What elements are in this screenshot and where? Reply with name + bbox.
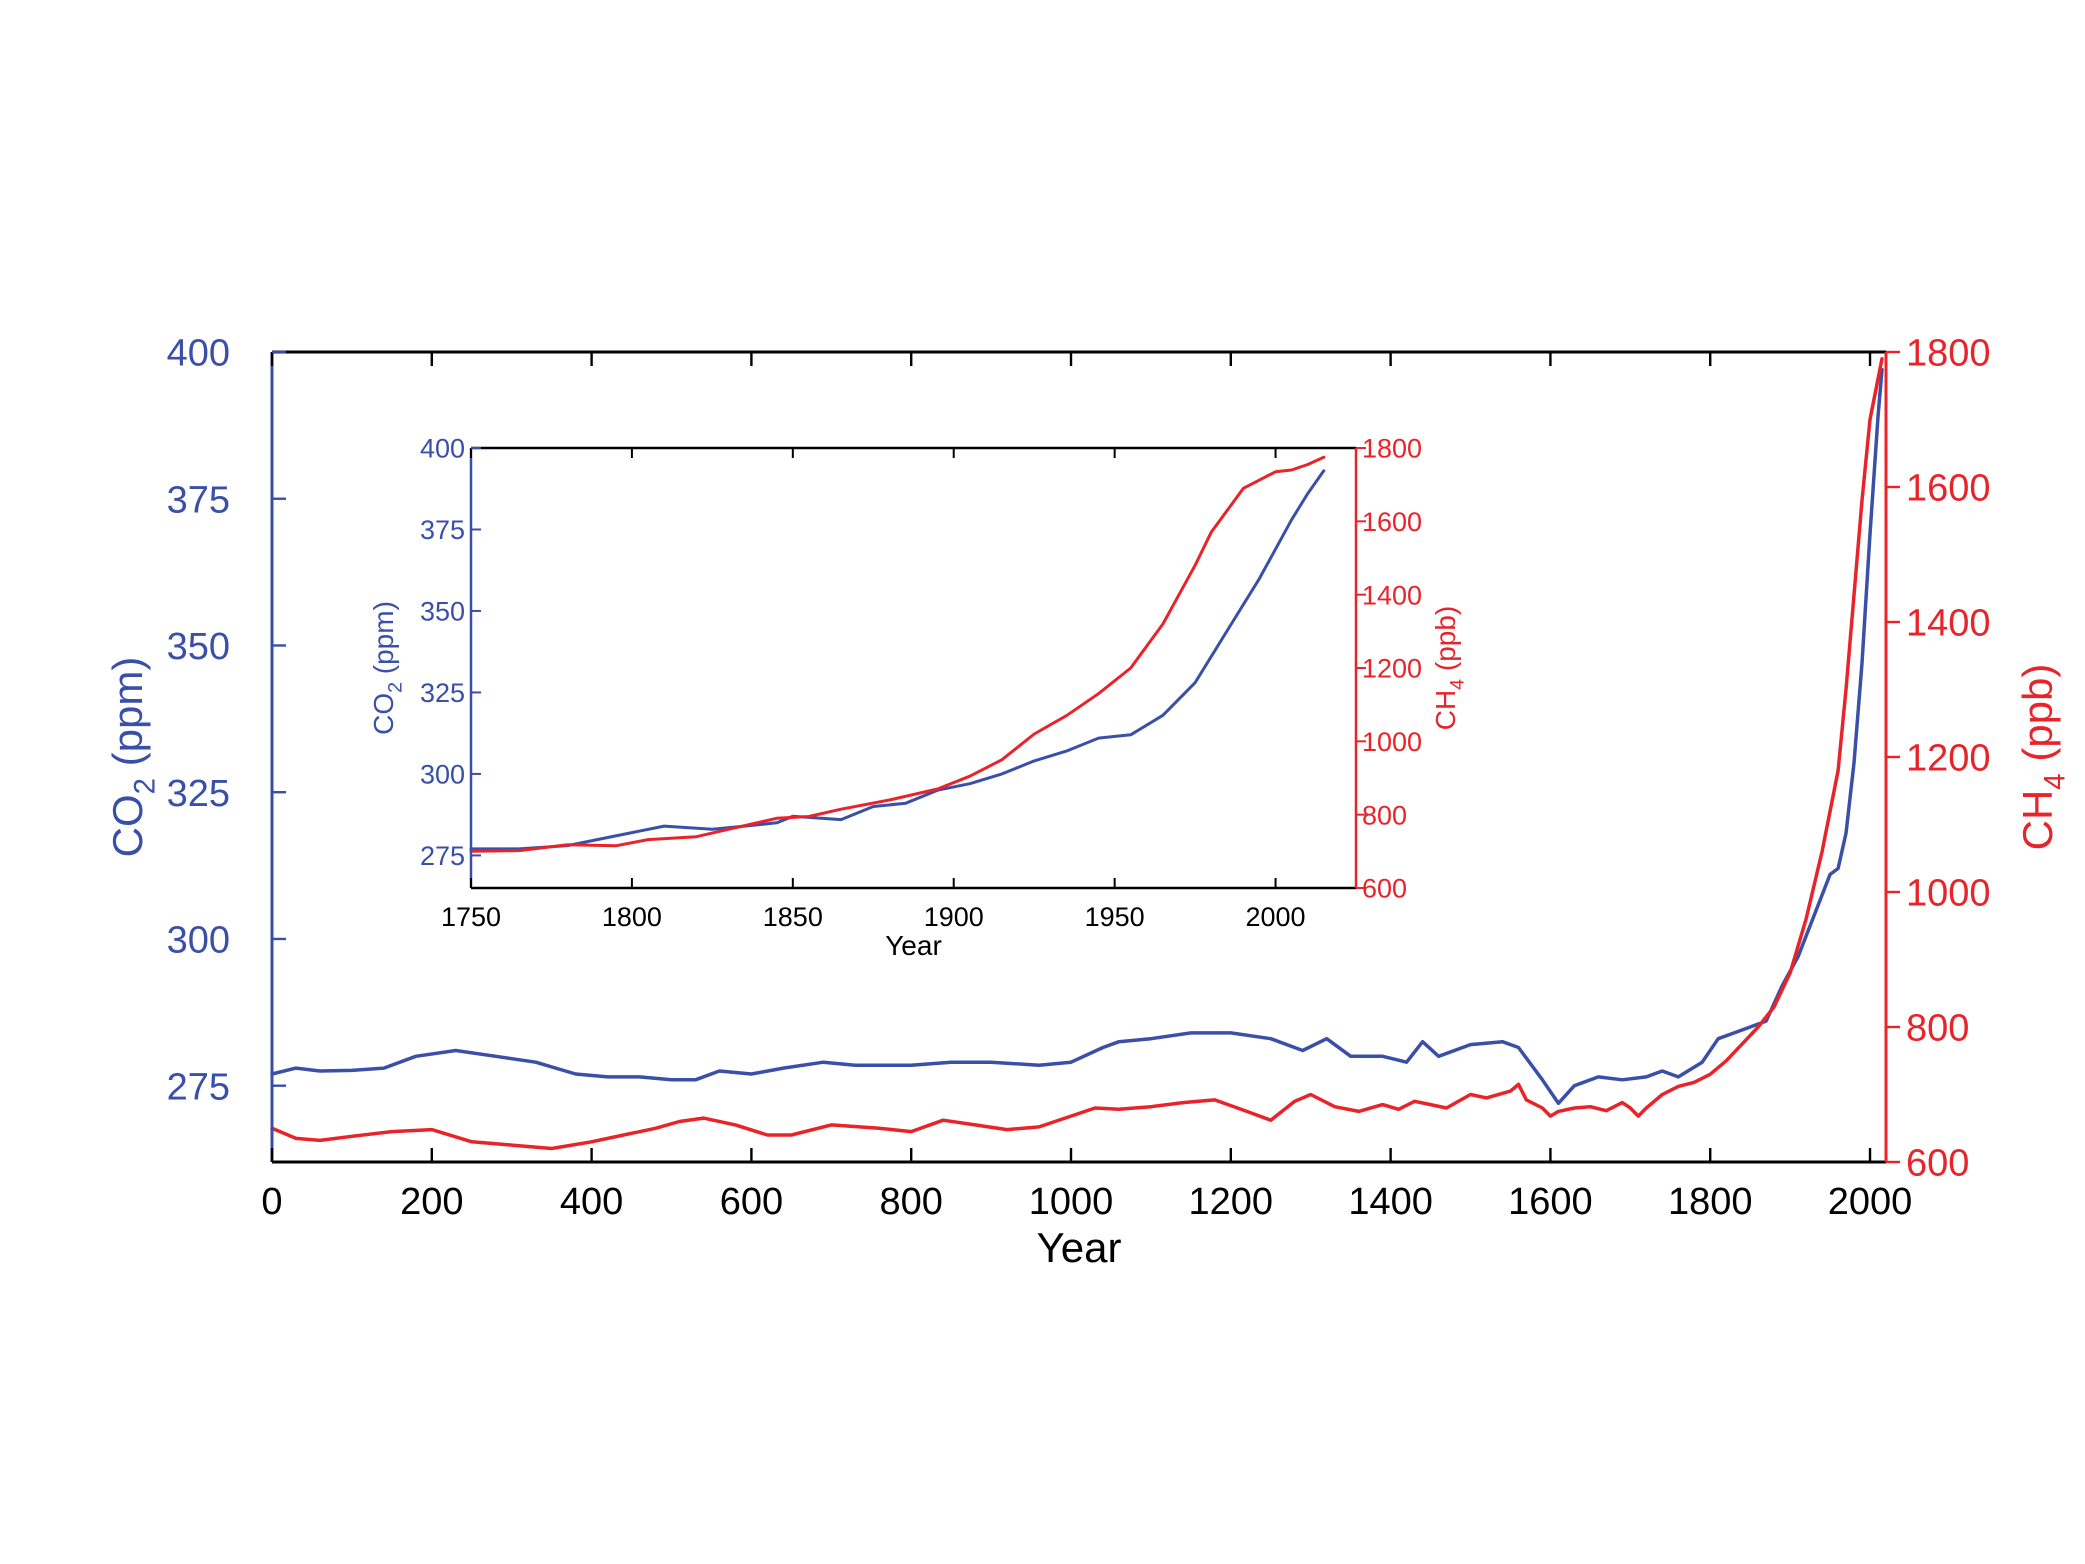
main-left-y-axis-label-main: CO — [104, 794, 151, 857]
main-left-y-tick-label: 275 — [167, 1066, 230, 1108]
main-left-y-tick-label: 325 — [167, 773, 230, 815]
inset-x-tick-label: 2000 — [1246, 902, 1306, 932]
inset-left-y-tick-label: 300 — [420, 760, 465, 790]
inset-x-tick-label: 1900 — [924, 902, 984, 932]
main-left-y-tick-label: 350 — [167, 626, 230, 668]
inset-ch4-series-line — [469, 455, 1326, 853]
inset-right-y-tick-label: 800 — [1362, 800, 1407, 830]
main-x-tick-label: 200 — [400, 1181, 463, 1223]
main-left-y-axis-label: CO2 (ppm) — [104, 657, 162, 858]
main-x-tick-label: 1200 — [1189, 1181, 1274, 1223]
main-chart: 0 200 400 600 800 1000 1200 1400 1600 1800 2000 275… — [104, 333, 2072, 1271]
main-x-tick-label: 2000 — [1828, 1181, 1913, 1223]
main-left-y-tick-label: 400 — [167, 333, 230, 375]
inset-x-tick-label: 1800 — [602, 902, 662, 932]
main-right-y-tick-label: 1200 — [1906, 738, 1991, 780]
inset-left-y-tick-label: 400 — [420, 434, 465, 464]
main-co2-series-line — [270, 367, 1884, 1106]
inset-left-y-tick-label: 275 — [420, 841, 465, 871]
main-right-y-tick-label: 1600 — [1906, 468, 1991, 510]
main-right-y-axis-label-unit: (ppb) — [2014, 664, 2061, 774]
inset-x-tick-label: 1950 — [1085, 902, 1145, 932]
main-left-y-tick-label: 300 — [167, 920, 230, 962]
main-right-y-tick-label: 800 — [1906, 1008, 1969, 1050]
main-left-y-axis-label-subscript: 2 — [129, 778, 162, 794]
main-x-tick-label: 1600 — [1508, 1181, 1593, 1223]
main-right-y-axis-label-subscript: 4 — [2039, 773, 2072, 789]
main-right-y-axis-label-main: CH — [2014, 790, 2061, 851]
inset-left-y-axis-label-main: CO — [368, 693, 399, 735]
main-x-tick-label: 800 — [880, 1181, 943, 1223]
inset-left-y-tick-label: 375 — [420, 515, 465, 545]
inset-right-y-tick-label: 1200 — [1362, 654, 1422, 684]
inset-right-y-axis-label: CH4 (ppb) — [1430, 606, 1468, 731]
inset-right-y-axis-label-unit: (ppb) — [1430, 606, 1461, 679]
main-x-tick-label: 1000 — [1029, 1181, 1114, 1223]
main-x-tick-label: 1400 — [1348, 1181, 1433, 1223]
main-right-y-tick-label: 1800 — [1906, 333, 1991, 375]
inset-right-y-tick-label: 600 — [1362, 874, 1407, 904]
inset-right-y-tick-label: 1000 — [1362, 727, 1422, 757]
inset-left-y-axis-label-subscript: 2 — [384, 682, 406, 693]
main-x-tick-label: 1800 — [1668, 1181, 1753, 1223]
inset-x-axis-label: Year — [885, 930, 942, 961]
inset-chart: 1750 1800 1850 1900 1950 2000 275 300 325 350 375 4… — [368, 434, 1468, 961]
inset-left-y-axis-label-unit: (ppm) — [368, 601, 399, 682]
inset-x-tick-label: 1750 — [441, 902, 501, 932]
main-x-axis-label: Year — [1037, 1224, 1122, 1271]
main-x-tick-label: 0 — [261, 1181, 282, 1223]
inset-left-y-tick-label: 325 — [420, 678, 465, 708]
inset-left-y-axis-label: CO2 (ppm) — [368, 601, 406, 735]
inset-right-y-axis-label-main: CH — [1430, 690, 1461, 730]
main-right-y-tick-label: 600 — [1906, 1143, 1969, 1185]
main-right-y-tick-label: 1400 — [1906, 603, 1991, 645]
main-x-tick-label: 400 — [560, 1181, 623, 1223]
inset-right-y-tick-label: 1800 — [1362, 434, 1422, 464]
inset-right-y-tick-label: 1600 — [1362, 507, 1422, 537]
inset-x-tick-label: 1850 — [763, 902, 823, 932]
main-right-y-axis-label: CH4 (ppb) — [2014, 664, 2072, 851]
inset-right-y-tick-label: 1400 — [1362, 580, 1422, 610]
main-left-y-axis-label-unit: (ppm) — [104, 657, 151, 778]
inset-left-y-tick-label: 350 — [420, 597, 465, 627]
main-left-y-tick-label: 375 — [167, 479, 230, 521]
inset-co2-series-line — [469, 469, 1326, 851]
inset-right-y-axis-label-subscript: 4 — [1446, 679, 1468, 690]
main-ch4-series-line — [270, 357, 1884, 1151]
main-right-y-tick-label: 1000 — [1906, 873, 1991, 915]
main-x-tick-label: 600 — [720, 1181, 783, 1223]
